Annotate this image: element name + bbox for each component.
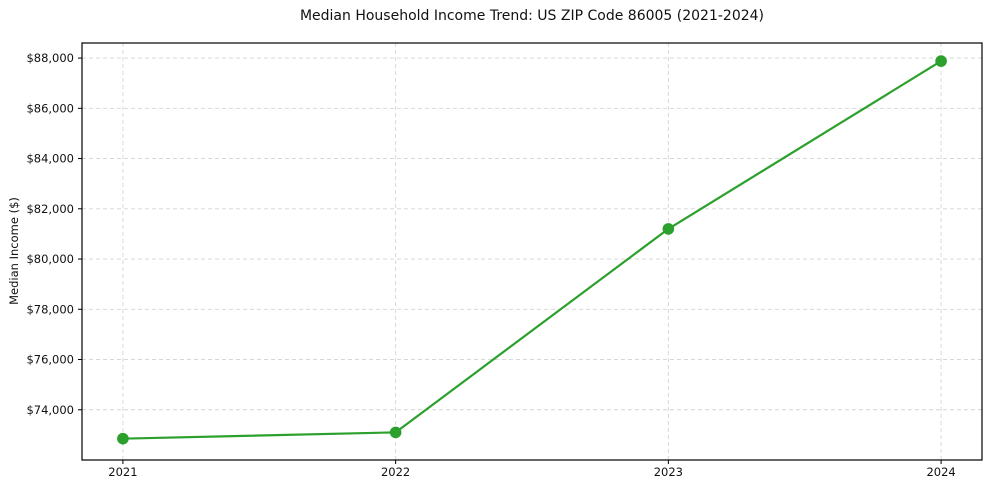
x-tick-label: 2021 [108,465,137,479]
chart-title: Median Household Income Trend: US ZIP Co… [299,8,765,24]
plot-border [81,42,983,461]
trend-line [121,59,943,440]
y-tick-label: $86,000 [26,101,74,115]
x-tick-label: 2023 [654,465,683,479]
y-tick-label: $82,000 [26,202,74,216]
y-tick-label: $88,000 [26,51,74,65]
data-point-marker [389,426,402,439]
y-tick-label: $84,000 [26,152,74,166]
y-tick-label: $76,000 [26,353,74,367]
x-tick-label: 2024 [926,465,955,479]
y-tick-label: $78,000 [26,302,74,316]
data-point-marker [935,55,947,67]
y-tick-label: $80,000 [26,252,74,266]
data-point-marker [662,223,675,235]
y-tick-label: $74,000 [26,403,74,417]
x-tick-label: 2022 [381,465,410,479]
data-point-marker [117,432,129,445]
